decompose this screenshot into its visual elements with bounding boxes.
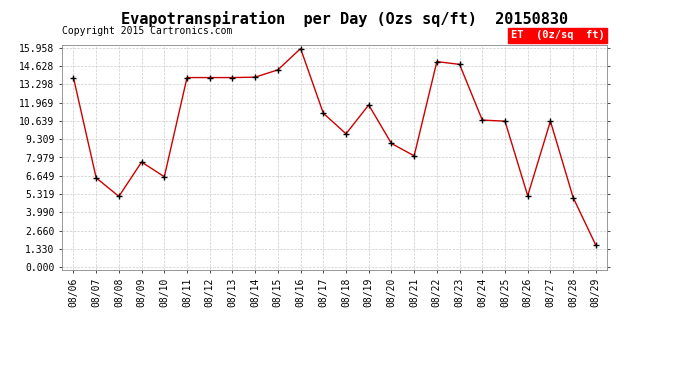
Text: Copyright 2015 Cartronics.com: Copyright 2015 Cartronics.com <box>62 26 233 36</box>
Text: ET  (0z/sq  ft): ET (0z/sq ft) <box>511 30 604 40</box>
Text: Evapotranspiration  per Day (Ozs sq/ft)  20150830: Evapotranspiration per Day (Ozs sq/ft) 2… <box>121 11 569 27</box>
